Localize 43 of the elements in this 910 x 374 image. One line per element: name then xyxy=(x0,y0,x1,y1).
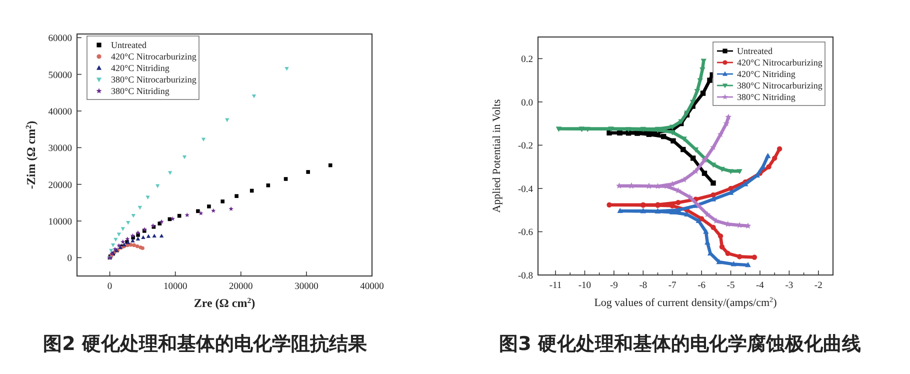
y-tick-label: -0.4 xyxy=(518,184,534,195)
y-tick-label: 20000 xyxy=(48,180,72,191)
x-tick-label: -6 xyxy=(698,281,706,291)
text: 图2 硬化处理和基体的电化学阻抗结果 xyxy=(43,333,368,355)
legend-label: 380°C Nitrocarburizing xyxy=(737,80,823,91)
x-axis-title: Zre (Ω cm$^{2}$) xyxy=(194,296,256,310)
x-tick-label: 0 xyxy=(107,282,112,292)
legend-label: 380°C Nitriding xyxy=(111,86,170,96)
x-tick-label: -9 xyxy=(610,281,618,291)
y-tick-label: 60000 xyxy=(48,34,72,44)
y-tick-label: 0.2 xyxy=(521,55,534,66)
legend-label: 380°C Nitriding xyxy=(737,92,796,102)
legend-label: 420°C Nitriding xyxy=(737,69,796,80)
y-axis-title: Applied Potential in Volts xyxy=(491,99,503,213)
legend-label: Untreated xyxy=(737,46,773,56)
y-tick-label: 40000 xyxy=(48,108,72,118)
x-axis-title: Log values of current density/(amps/cm$^{2}$) xyxy=(594,296,778,309)
legend-label: 380°C Nitrocarburizing xyxy=(111,74,197,85)
x-tick-label: -10 xyxy=(578,281,592,291)
x-tick-label: 30000 xyxy=(294,282,319,292)
x-tick-label: -7 xyxy=(668,281,677,291)
legend-label: Untreated xyxy=(111,40,147,50)
x-tick-label: -4 xyxy=(756,281,764,291)
text: 图3 硬化处理和基体的电化学腐蚀极化曲线 xyxy=(499,333,861,355)
x-tick-label: 20000 xyxy=(229,282,254,292)
y-tick-label: 50000 xyxy=(48,70,72,81)
x-tick-label: -3 xyxy=(785,281,794,291)
legend-label: 420°C Nitrocarburizing xyxy=(111,52,197,62)
y-tick-label: -0.6 xyxy=(518,228,534,238)
x-tick-label: -2 xyxy=(814,281,823,291)
y-tick-label: -0.8 xyxy=(518,272,534,282)
x-tick-label: -8 xyxy=(639,281,648,291)
y-tick-label: 0 xyxy=(67,254,72,264)
legend-label: 420°C Nitrocarburizing xyxy=(737,58,823,68)
y-tick-label: -0.2 xyxy=(518,142,534,152)
x-tick-label: -5 xyxy=(726,281,735,291)
y-tick-label: 0.0 xyxy=(521,98,534,108)
legend-label: 420°C Nitriding xyxy=(111,63,170,74)
y-tick-label: 10000 xyxy=(48,218,72,228)
x-tick-label: 10000 xyxy=(163,282,188,292)
x-tick-label: -11 xyxy=(549,281,562,291)
y-tick-label: 30000 xyxy=(48,144,72,154)
x-tick-label: 40000 xyxy=(360,282,384,292)
